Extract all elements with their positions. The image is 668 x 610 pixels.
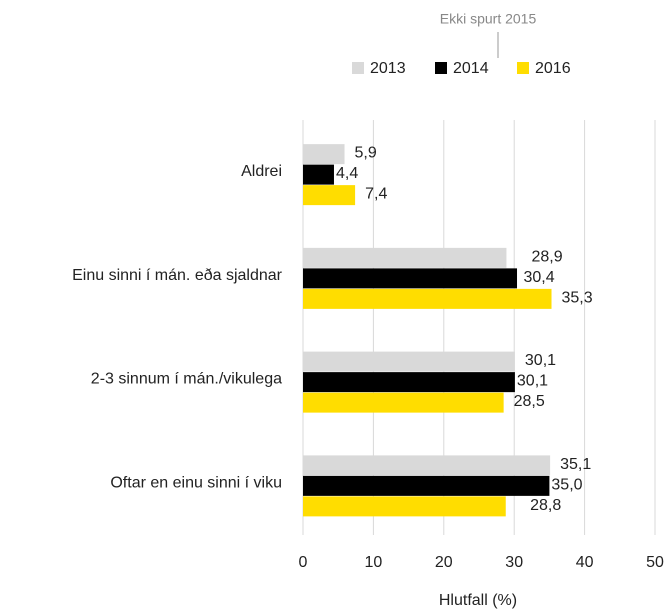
x-tick-label: 10 <box>365 554 383 571</box>
data-label: 30,1 <box>517 373 548 390</box>
y-tick-label: Aldrei <box>241 163 282 180</box>
legend-label: 2013 <box>370 60 406 77</box>
legend-label: 2014 <box>453 60 489 77</box>
data-label: 35,0 <box>551 476 582 493</box>
data-label: 28,9 <box>532 248 563 265</box>
legend-swatch <box>517 62 529 74</box>
y-tick-label: Einu sinni í mán. eða sjaldnar <box>72 267 283 284</box>
bar <box>303 268 518 289</box>
bar <box>303 475 550 496</box>
bar <box>303 164 334 185</box>
data-label: 28,5 <box>514 393 545 410</box>
bar <box>303 455 551 476</box>
x-tick-label: 0 <box>299 554 308 571</box>
bar <box>303 351 515 372</box>
legend-label: 2016 <box>535 60 571 77</box>
bar <box>303 372 515 393</box>
y-tick-label: Oftar en einu sinni í viku <box>110 474 282 491</box>
bar <box>303 288 552 309</box>
data-label: 30,1 <box>525 352 556 369</box>
bar <box>303 144 345 165</box>
legend-swatch <box>352 62 364 74</box>
x-axis-label: Hlutfall (%) <box>439 592 517 609</box>
data-label: 4,4 <box>336 165 358 182</box>
bar <box>303 392 504 413</box>
data-label: 28,8 <box>530 497 561 514</box>
legend-swatch <box>435 62 447 74</box>
bar <box>303 185 356 206</box>
x-tick-label: 40 <box>576 554 594 571</box>
x-tick-label: 50 <box>646 554 664 571</box>
bar <box>303 247 507 268</box>
data-label: 5,9 <box>355 145 377 162</box>
bar <box>303 496 506 517</box>
data-label: 35,1 <box>560 456 591 473</box>
data-label: 30,4 <box>524 269 555 286</box>
data-label: 7,4 <box>365 186 387 203</box>
x-tick-label: 30 <box>505 554 523 571</box>
annotation: Ekki spurt 2015 <box>440 11 537 27</box>
y-tick-label: 2-3 sinnum í mán./vikulega <box>91 371 282 388</box>
data-label: 35,3 <box>562 289 593 306</box>
x-tick-label: 20 <box>435 554 453 571</box>
